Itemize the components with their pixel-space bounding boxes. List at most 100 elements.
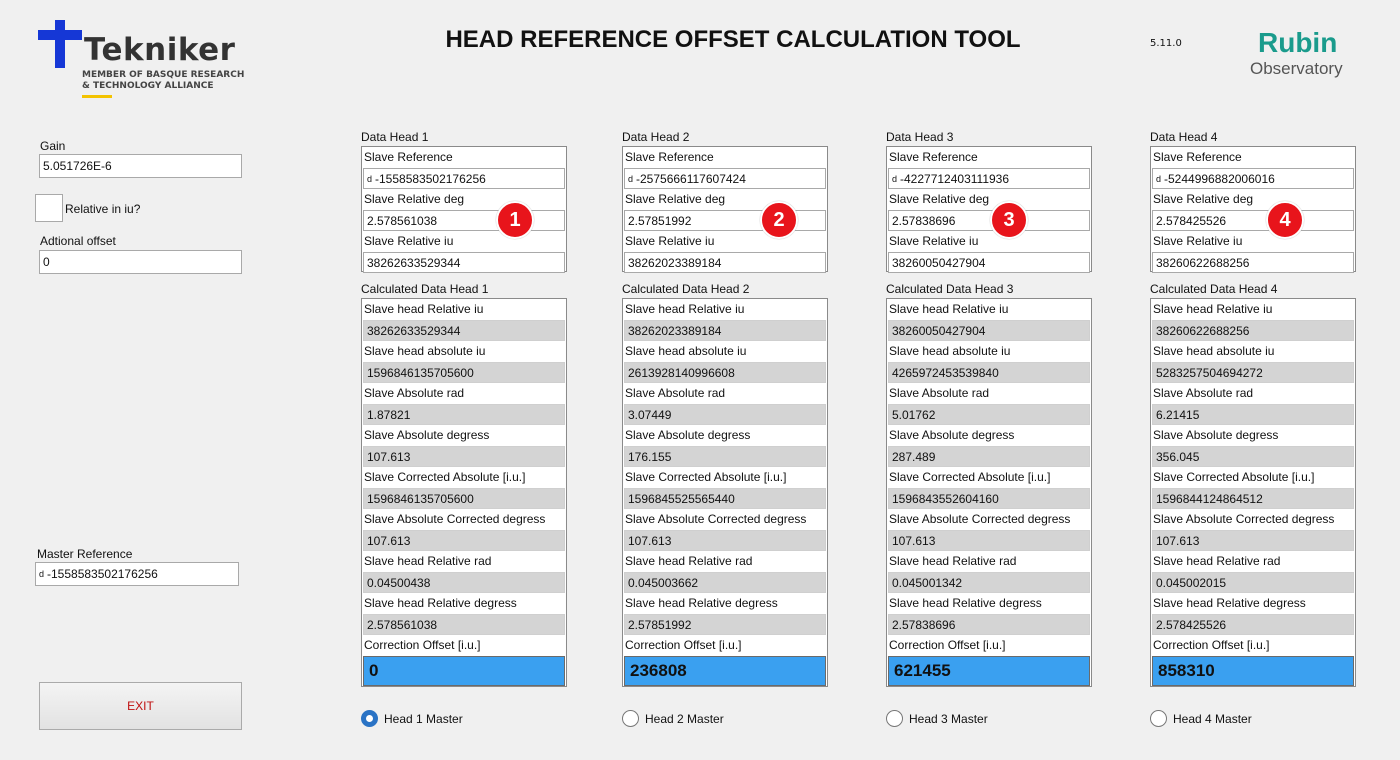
data-head-title: Data Head 3 [886, 130, 954, 144]
head-relative-degress-label: Slave head Relative degress [364, 596, 517, 610]
data-head-box: Slave Reference d -1558583502176256 Slave… [361, 146, 567, 273]
slave-relative-deg-input[interactable]: 2.57838696 [888, 210, 1090, 231]
additional-offset-label: Adtional offset [40, 234, 116, 248]
slave-relative-deg-label: Slave Relative deg [364, 192, 465, 206]
head-relative-rad-value: 0.045001342 [888, 572, 1090, 593]
slave-relative-iu-input[interactable]: 38262023389184 [624, 252, 826, 273]
head-absolute-iu-label: Slave head absolute iu [1153, 344, 1275, 358]
head-relative-rad-value: 0.045002015 [1152, 572, 1354, 593]
data-head-title: Data Head 1 [361, 130, 429, 144]
absolute-degress-label: Slave Absolute degress [1153, 428, 1279, 442]
corrected-absolute-label: Slave Corrected Absolute [i.u.] [364, 470, 526, 484]
slave-relative-iu-label: Slave Relative iu [1153, 234, 1243, 248]
head-master-radio[interactable] [886, 710, 903, 727]
corrected-absolute-label: Slave Corrected Absolute [i.u.] [1153, 470, 1315, 484]
absolute-rad-value: 1.87821 [363, 404, 565, 425]
calculated-data-box: Slave head Relative iu 38262023389184 Sla… [622, 298, 828, 687]
tekniker-logo-name: Tekniker [84, 32, 236, 68]
head-relative-iu-label: Slave head Relative iu [625, 302, 745, 316]
exit-button[interactable]: EXIT [39, 682, 242, 730]
slave-relative-iu-label: Slave Relative iu [889, 234, 979, 248]
slave-relative-deg-label: Slave Relative deg [889, 192, 990, 206]
slave-reference-input[interactable]: d -2575666117607424 [624, 168, 826, 189]
tekniker-logo-mark [38, 20, 82, 68]
head-master-label: Head 3 Master [909, 711, 988, 726]
head-relative-degress-value: 2.578425526 [1152, 614, 1354, 635]
head-absolute-iu-value: 5283257504694272 [1152, 362, 1354, 383]
absolute-degress-value: 176.155 [624, 446, 826, 467]
head-relative-rad-label: Slave head Relative rad [889, 554, 1017, 568]
calculated-data-box: Slave head Relative iu 38260622688256 Sla… [1150, 298, 1356, 687]
absolute-rad-label: Slave Absolute rad [889, 386, 990, 400]
slave-relative-iu-label: Slave Relative iu [625, 234, 715, 248]
head-relative-iu-value: 38260622688256 [1152, 320, 1354, 341]
head-relative-iu-label: Slave head Relative iu [364, 302, 484, 316]
slave-reference-label: Slave Reference [625, 150, 714, 164]
slave-reference-input[interactable]: d -4227712403111936 [888, 168, 1090, 189]
head-relative-degress-value: 2.57838696 [888, 614, 1090, 635]
slave-reference-input[interactable]: d -5244996882006016 [1152, 168, 1354, 189]
head-absolute-iu-value: 1596846135705600 [363, 362, 565, 383]
correction-offset-label: Correction Offset [i.u.] [889, 638, 1006, 652]
absolute-corrected-degress-value: 107.613 [888, 530, 1090, 551]
head-relative-rad-value: 0.04500438 [363, 572, 565, 593]
data-head-title: Data Head 4 [1150, 130, 1218, 144]
absolute-rad-value: 5.01762 [888, 404, 1090, 425]
slave-relative-iu-input[interactable]: 38260050427904 [888, 252, 1090, 273]
head-absolute-iu-label: Slave head absolute iu [364, 344, 486, 358]
gain-label: Gain [40, 139, 66, 153]
head-relative-rad-label: Slave head Relative rad [625, 554, 753, 568]
head-2-column: Data Head 2 Slave Reference d -2575666117… [622, 128, 828, 687]
absolute-rad-label: Slave Absolute rad [625, 386, 726, 400]
page-title: HEAD REFERENCE OFFSET CALCULATION TOOL [445, 26, 1021, 53]
head-absolute-iu-label: Slave head absolute iu [625, 344, 747, 358]
head-3-column: Data Head 3 Slave Reference d -4227712403… [886, 128, 1092, 687]
rubin-logo-name: Rubin [1258, 27, 1338, 58]
head-relative-rad-label: Slave head Relative rad [1153, 554, 1281, 568]
head-relative-degress-label: Slave head Relative degress [1153, 596, 1306, 610]
slave-relative-iu-label: Slave Relative iu [364, 234, 454, 248]
additional-offset-input[interactable]: 0 [39, 250, 242, 274]
head-4-master-option[interactable]: Head 4 Master [1150, 710, 1252, 727]
slave-relative-deg-input[interactable]: 2.578425526 [1152, 210, 1354, 231]
slave-relative-deg-label: Slave Relative deg [625, 192, 726, 206]
version-label: 5.11.0 [1150, 38, 1182, 49]
correction-offset-label: Correction Offset [i.u.] [625, 638, 742, 652]
head-master-radio[interactable] [622, 710, 639, 727]
absolute-rad-value: 3.07449 [624, 404, 826, 425]
slave-relative-iu-input[interactable]: 38262633529344 [363, 252, 565, 273]
corrected-absolute-value: 1596843552604160 [888, 488, 1090, 509]
calculated-data-head-title: Calculated Data Head 1 [361, 282, 489, 296]
relative-in-iu-label: Relative in iu? [65, 202, 141, 216]
head-master-radio[interactable] [1150, 710, 1167, 727]
correction-offset-value: 858310 [1152, 656, 1354, 686]
absolute-corrected-degress-label: Slave Absolute Corrected degress [1153, 512, 1335, 526]
relative-in-iu-checkbox[interactable] [35, 194, 63, 222]
head-absolute-iu-label: Slave head absolute iu [889, 344, 1011, 358]
slave-reference-input[interactable]: d -1558583502176256 [363, 168, 565, 189]
head-master-radio[interactable] [361, 710, 378, 727]
correction-offset-label: Correction Offset [i.u.] [1153, 638, 1270, 652]
gain-input[interactable]: 5.051726E-6 [39, 154, 242, 178]
data-head-box: Slave Reference d -5244996882006016 Slave… [1150, 146, 1356, 273]
correction-offset-label: Correction Offset [i.u.] [364, 638, 481, 652]
calculated-data-head-title: Calculated Data Head 4 [1150, 282, 1278, 296]
head-number-badge: 3 [990, 201, 1028, 239]
calculated-data-box: Slave head Relative iu 38260050427904 Sla… [886, 298, 1092, 687]
absolute-degress-value: 356.045 [1152, 446, 1354, 467]
tekniker-logo-bar [82, 95, 112, 98]
head-3-master-option[interactable]: Head 3 Master [886, 710, 988, 727]
head-relative-iu-value: 38262023389184 [624, 320, 826, 341]
head-2-master-option[interactable]: Head 2 Master [622, 710, 724, 727]
master-reference-input[interactable]: d -1558583502176256 [35, 562, 239, 586]
correction-offset-value: 236808 [624, 656, 826, 686]
slave-relative-deg-input[interactable]: 2.578561038 [363, 210, 565, 231]
calculated-data-head-title: Calculated Data Head 2 [622, 282, 750, 296]
head-1-master-option[interactable]: Head 1 Master [361, 710, 463, 727]
calculated-data-box: Slave head Relative iu 38262633529344 Sla… [361, 298, 567, 687]
slave-reference-label: Slave Reference [364, 150, 453, 164]
slave-relative-iu-input[interactable]: 38260622688256 [1152, 252, 1354, 273]
corrected-absolute-value: 1596846135705600 [363, 488, 565, 509]
head-relative-iu-value: 38260050427904 [888, 320, 1090, 341]
data-head-title: Data Head 2 [622, 130, 690, 144]
